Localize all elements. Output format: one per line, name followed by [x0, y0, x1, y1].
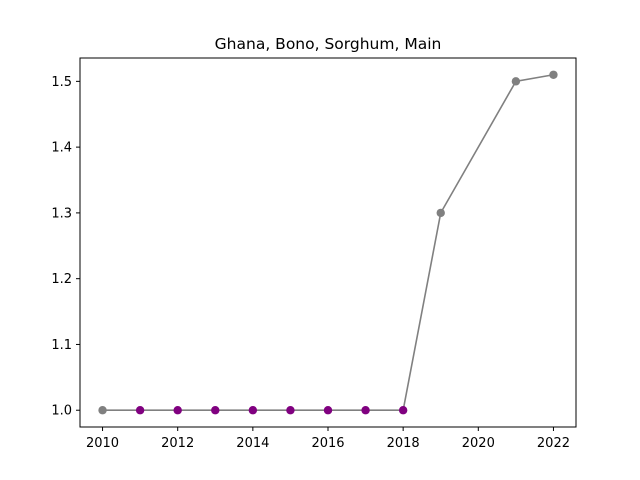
data-point [135, 406, 145, 415]
data-point [98, 406, 107, 415]
series-line [102, 73, 554, 412]
data-point [211, 406, 220, 415]
data-point [361, 406, 370, 415]
x-tick-label: 2016 [311, 436, 344, 451]
chart-title: Ghana, Bono, Sorghum, Main [215, 35, 442, 53]
y-tick-label: 1.3 [51, 206, 72, 221]
y-tick-label: 1.2 [51, 272, 72, 287]
data-point [323, 406, 333, 415]
series-layer [98, 70, 558, 415]
y-tick-label: 1.0 [51, 404, 72, 419]
x-tick-label: 2014 [236, 436, 269, 451]
y-tick-label: 1.4 [51, 141, 72, 156]
x-tick-label: 2022 [537, 436, 570, 451]
x-axis: 2010 2012 2014 2016 2018 2020 2022 [86, 427, 570, 451]
data-point [398, 406, 408, 415]
x-tick-label: 2018 [387, 436, 420, 451]
data-point [248, 406, 258, 415]
x-tick-label: 2010 [86, 436, 119, 451]
y-tick-label: 1.5 [51, 75, 72, 90]
x-tick-label: 2020 [462, 436, 495, 451]
y-tick-label: 1.1 [51, 338, 72, 353]
plot-frame [79, 57, 577, 428]
data-point [511, 77, 521, 86]
data-point [286, 406, 295, 415]
data-point [436, 208, 445, 218]
y-axis: 1.0 1.1 1.2 1.3 1.4 1.5 [51, 75, 80, 419]
x-tick-label: 2012 [161, 436, 194, 451]
data-point [549, 70, 558, 79]
data-point [173, 406, 182, 415]
